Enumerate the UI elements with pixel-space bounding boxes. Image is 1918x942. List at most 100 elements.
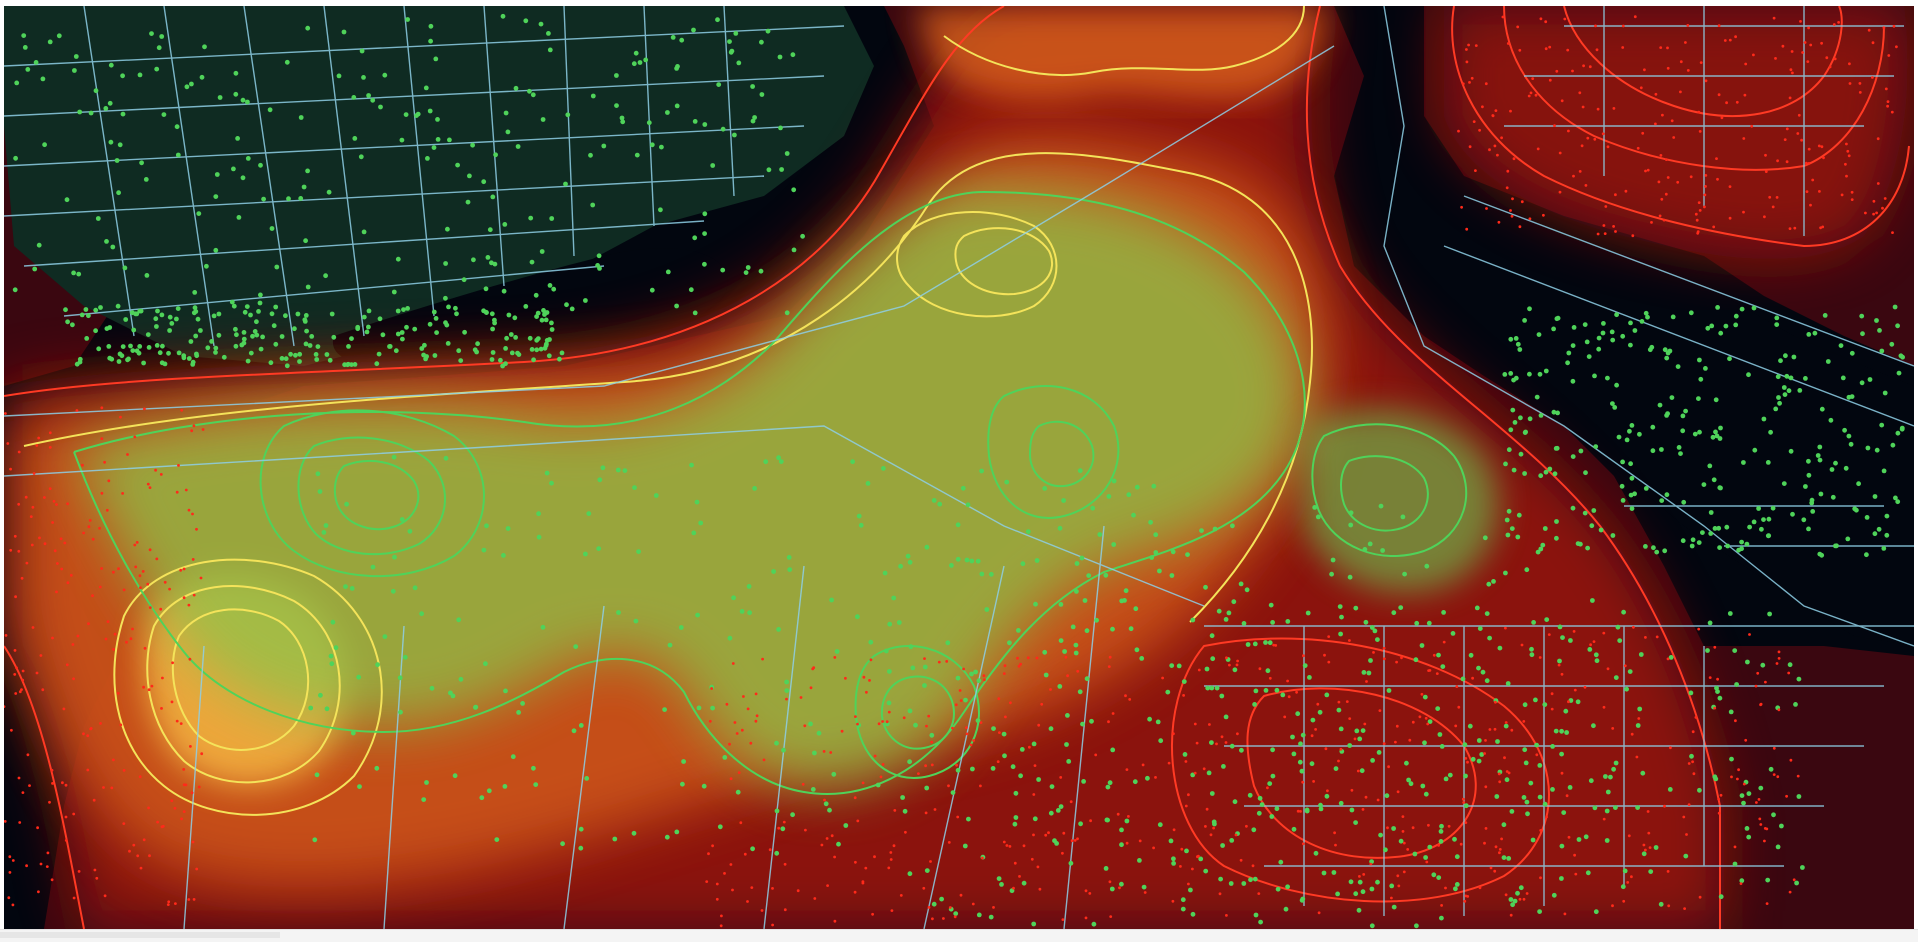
map-point — [331, 334, 337, 340]
map-point — [735, 789, 741, 795]
map-point — [688, 287, 694, 293]
contour-green-7 — [854, 645, 980, 779]
map-point — [1659, 154, 1663, 157]
map-point — [1586, 136, 1590, 140]
map-point — [153, 316, 159, 322]
map-point — [1785, 794, 1788, 798]
map-point — [1502, 372, 1508, 377]
map-point — [563, 181, 568, 187]
map-point — [390, 588, 396, 594]
map-point — [1151, 483, 1157, 489]
map-point — [1337, 759, 1340, 763]
map-point — [1376, 798, 1380, 802]
map-point — [1517, 347, 1523, 352]
map-point — [1061, 498, 1066, 503]
map-point — [1397, 884, 1401, 888]
map-point — [1229, 838, 1235, 843]
map-point — [1302, 663, 1308, 668]
map-point — [1205, 685, 1211, 691]
map-point — [137, 344, 143, 349]
map-point — [1155, 719, 1161, 725]
map-point — [1703, 366, 1708, 371]
map-point — [125, 357, 130, 363]
map-point — [1689, 175, 1693, 179]
map-point — [177, 464, 180, 467]
map-point — [776, 627, 781, 632]
map-point — [398, 709, 403, 715]
map-point — [745, 265, 751, 270]
map-point — [1324, 692, 1330, 698]
map-point — [117, 567, 120, 571]
map-point — [198, 328, 203, 333]
map-point — [1629, 475, 1635, 481]
map-point — [1465, 48, 1468, 51]
map-point — [1396, 874, 1400, 878]
map-point — [948, 906, 952, 909]
map-point — [1496, 153, 1499, 157]
map-svg[interactable] — [4, 6, 1914, 929]
map-point — [1842, 427, 1847, 433]
map-point — [1803, 41, 1807, 44]
map-point — [1735, 100, 1739, 104]
map-point — [1712, 774, 1718, 780]
map-point — [434, 330, 439, 335]
map-point — [973, 669, 978, 675]
map-point — [1480, 669, 1486, 675]
map-point — [930, 763, 934, 767]
map-point — [1348, 879, 1354, 885]
map-point — [1644, 169, 1647, 173]
map-canvas[interactable] — [4, 6, 1914, 929]
map-point — [1620, 333, 1626, 339]
map-point — [1285, 884, 1290, 890]
map-point — [1070, 624, 1076, 630]
map-point — [1339, 747, 1343, 751]
map-point — [1881, 468, 1887, 474]
map-point — [213, 194, 219, 200]
map-point — [1558, 151, 1562, 155]
map-point — [1542, 702, 1548, 707]
map-point — [1646, 810, 1650, 813]
map-point — [1390, 896, 1393, 900]
map-point — [754, 692, 758, 696]
map-point — [1082, 598, 1088, 603]
map-point — [196, 211, 202, 217]
map-point — [1494, 794, 1500, 799]
map-point — [1257, 795, 1263, 801]
map-point — [1165, 689, 1171, 695]
map-point — [302, 319, 308, 324]
map-point — [1466, 760, 1469, 764]
map-point — [452, 773, 458, 779]
map-point — [1811, 178, 1815, 182]
map-point — [216, 311, 222, 317]
map-point — [547, 283, 553, 288]
map-point — [1257, 892, 1261, 895]
map-point — [1317, 709, 1323, 715]
map-point — [1717, 695, 1723, 701]
map-point — [559, 350, 565, 356]
map-point — [1226, 610, 1232, 616]
map-point — [37, 890, 40, 894]
map-point — [1002, 753, 1007, 759]
road-network — [4, 6, 1914, 929]
map-point — [1235, 663, 1239, 667]
map-point — [945, 640, 951, 646]
contour-yellow-sw-2 — [146, 585, 341, 784]
map-point — [1723, 39, 1727, 42]
map-point — [473, 705, 478, 710]
map-point — [892, 844, 896, 848]
map-point — [387, 344, 393, 349]
map-point — [17, 502, 21, 506]
map-point — [358, 154, 364, 160]
map-point — [351, 95, 357, 100]
map-point — [1610, 401, 1615, 406]
map-point — [1244, 587, 1250, 593]
map-point — [1230, 523, 1235, 529]
map-point — [120, 73, 125, 79]
map-point — [1822, 313, 1828, 318]
map-point — [1122, 598, 1127, 603]
map-point — [1589, 643, 1592, 647]
map-point — [1806, 60, 1810, 63]
map-point — [328, 653, 334, 659]
map-point — [1245, 824, 1248, 828]
map-point — [427, 321, 433, 327]
